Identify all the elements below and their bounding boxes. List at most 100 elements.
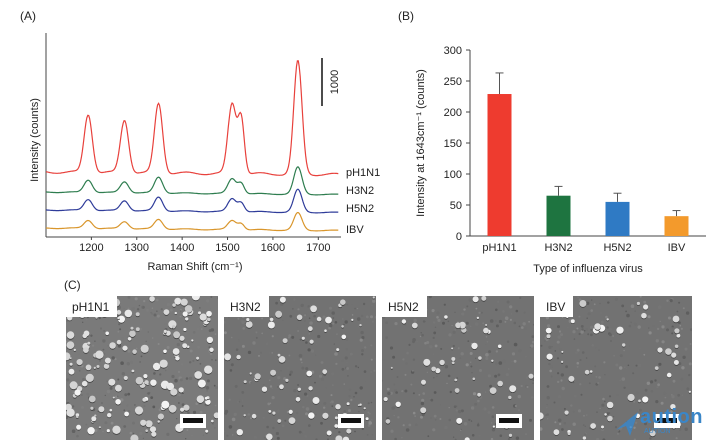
spectrum-line-h3n2 (45, 166, 339, 196)
sem-grain (367, 411, 370, 414)
sem-grain (361, 349, 364, 353)
sem-grain (478, 311, 481, 314)
sem-particle (649, 430, 656, 437)
sem-grain (196, 327, 200, 331)
sem-grain (166, 346, 170, 349)
sem-grain (532, 340, 534, 344)
sem-particle (431, 366, 437, 372)
sem-particle (359, 403, 362, 406)
sem-particle (254, 373, 261, 380)
sem-particle (642, 396, 649, 403)
sem-grain (341, 317, 344, 321)
sem-grain (519, 320, 521, 322)
sem-grain (598, 349, 600, 351)
sem-grain (367, 402, 370, 405)
sem-grain (639, 296, 642, 298)
sem-grain (590, 333, 593, 337)
sem-grain (421, 333, 424, 337)
sem-grain (578, 315, 581, 318)
sem-particle (172, 325, 176, 329)
sem-particle (666, 372, 672, 378)
sem-grain (671, 395, 675, 399)
sem-grain (491, 415, 495, 418)
sem-grain (626, 313, 630, 318)
sem-grain (327, 438, 329, 440)
sem-particle (123, 375, 128, 381)
sem-grain (250, 382, 252, 384)
sem-grain (322, 315, 326, 319)
sem-grain (395, 328, 397, 330)
sem-grain (504, 320, 507, 323)
sem-grain (354, 391, 358, 395)
sem-particle (174, 297, 182, 305)
sem-grain (138, 304, 141, 307)
sem-grain (563, 421, 567, 425)
sem-grain (228, 317, 230, 319)
sem-grain (546, 385, 550, 388)
sem-grain (488, 350, 492, 354)
sem-particle (401, 319, 407, 324)
sem-particle (451, 361, 455, 365)
sem-grain (408, 423, 412, 427)
sem-particle (168, 404, 177, 413)
sem-particle (163, 309, 170, 315)
sem-grain (460, 352, 464, 356)
sem-grain (78, 353, 80, 355)
sem-grain (543, 339, 546, 342)
sem-grain (643, 300, 647, 304)
sem-grain (305, 367, 309, 371)
watermark-bird-icon (616, 412, 638, 436)
sem-particle (90, 406, 94, 410)
sem-grain (604, 374, 606, 376)
sem-grain (156, 310, 158, 312)
sem-grain (546, 406, 548, 409)
sem-grain (271, 335, 274, 338)
sem-grain (487, 374, 491, 378)
sem-particle (564, 410, 569, 415)
sem-grain (260, 351, 263, 354)
sem-grain (104, 394, 106, 397)
sem-grain (293, 389, 297, 393)
sem-grain (329, 323, 333, 328)
sem-grain (485, 353, 489, 357)
sem-grain (103, 330, 105, 332)
sem-particle (157, 413, 164, 420)
sem-grain (587, 312, 591, 316)
sem-grain (429, 345, 433, 349)
sem-grain (547, 324, 550, 328)
sem-grain (491, 428, 496, 432)
sem-grain (272, 426, 275, 430)
sem-grain (431, 309, 435, 313)
sem-particle (122, 345, 128, 351)
sem-particle (93, 366, 96, 369)
sem-grain (329, 401, 332, 404)
sem-grain (546, 396, 550, 400)
sem-grain (499, 434, 503, 437)
sem-grain (297, 384, 300, 386)
sem-grain (497, 373, 501, 377)
sem-grain (121, 372, 125, 376)
sem-grain (456, 377, 458, 379)
sem-grain (405, 428, 410, 432)
sem-grain (102, 348, 105, 351)
sem-grain (558, 348, 563, 352)
sem-grain (166, 432, 170, 436)
sem-particle (81, 380, 88, 387)
sem-grain (456, 405, 458, 407)
sem-particle (124, 309, 133, 318)
sem-grain (458, 410, 462, 414)
sem-grain (315, 438, 318, 440)
sem-grain (459, 357, 462, 360)
sem-grain (594, 346, 597, 349)
sem-grain (393, 383, 396, 386)
sem-grain (439, 404, 442, 406)
watermark-text: aution (640, 406, 703, 428)
sem-grain (78, 369, 81, 372)
sem-grain (241, 391, 245, 394)
sem-grain (106, 380, 108, 382)
sem-particle (182, 311, 188, 317)
sem-grain (448, 333, 452, 337)
sem-grain (600, 320, 604, 324)
sem-grain (579, 359, 582, 361)
sem-grain (306, 394, 309, 397)
